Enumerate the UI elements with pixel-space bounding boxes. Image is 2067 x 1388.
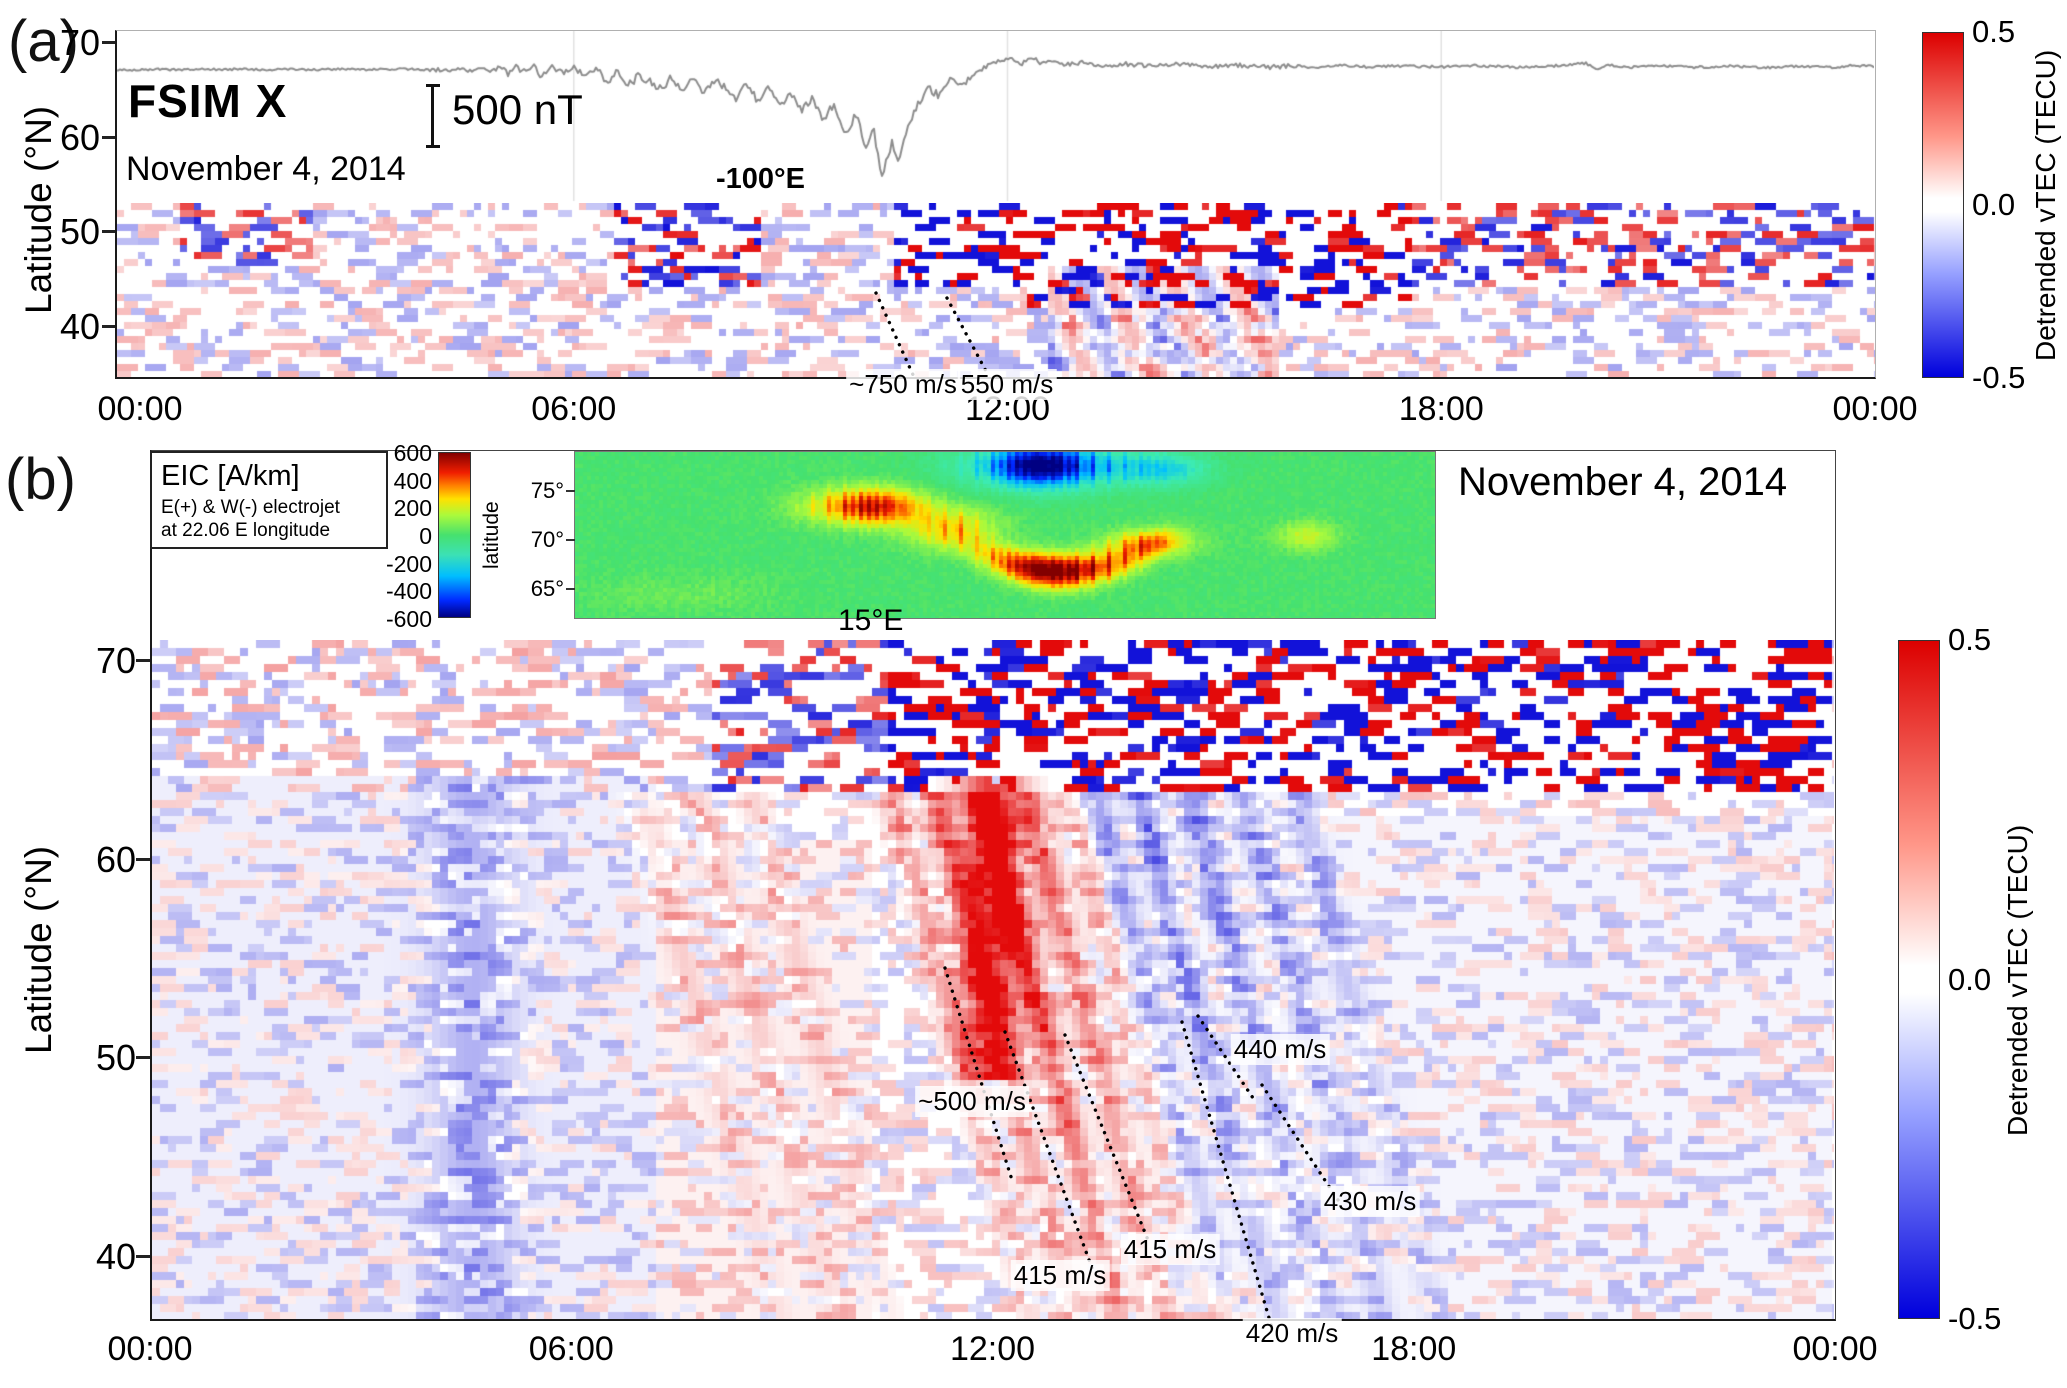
panel-b-colorbar: [1898, 640, 1940, 1319]
inset-longitude-label: 15°E: [838, 604, 904, 637]
scale-bar-label: 500 nT: [452, 86, 583, 133]
eic-subtitle-1: E(+) & W(-) electrojet: [161, 497, 340, 518]
eic-inset-ylabel: latitude: [480, 501, 503, 569]
panel-a-ytick-label: 50: [59, 211, 100, 252]
panel-b-tag: (b): [5, 447, 76, 512]
panel-a-tag: (a): [8, 9, 79, 74]
panel-b-xtick-label: 00:00: [1792, 1330, 1878, 1368]
panel-b-ytick-label: 70: [95, 640, 136, 681]
panel-a-ytick-label: 40: [59, 305, 100, 347]
eic-inset-ytick-mark: [566, 587, 575, 590]
panel-b-ytick-mark: [136, 659, 150, 662]
eic-colorbar-tick: 0: [419, 523, 432, 549]
panel-b-xtick-label: 00:00: [107, 1330, 193, 1368]
panel-a-plot-frame: [115, 30, 1876, 379]
panel-a-colorbar-tick: 0.0: [1972, 187, 2016, 222]
panel-b-colorbar-tick: 0.0: [1948, 961, 1992, 997]
panel-b-colorbar-tick: 0.5: [1948, 622, 1992, 657]
panel-b-plot-frame: [150, 450, 1836, 1321]
panel-a-ytick-mark: [102, 324, 115, 328]
tid-speed-label: ~750 m/s: [846, 369, 960, 400]
tid-speed-label: 415 m/s: [1120, 1234, 1220, 1265]
panel-b-xtick-label: 06:00: [528, 1330, 614, 1368]
eic-legend-box: EIC [A/km] E(+) & W(-) electrojet at 22.…: [150, 451, 388, 549]
panel-a-xtick-label: 06:00: [531, 390, 617, 428]
tid-speed-label: ~500 m/s: [915, 1086, 1029, 1117]
panel-b-ylabel: Latitude (°N): [18, 845, 59, 1055]
tid-speed-label: 440 m/s: [1230, 1034, 1330, 1065]
meridian-label: -100°E: [716, 163, 805, 195]
panel-b-xtick-label: 18:00: [1371, 1330, 1457, 1368]
eic-colorbar-tick: 600: [393, 440, 432, 466]
tid-speed-label: 550 m/s: [957, 369, 1057, 400]
panel-a-ytick-mark: [102, 230, 115, 233]
tid-speed-label: 430 m/s: [1320, 1186, 1420, 1217]
eic-heatmap: [575, 452, 1435, 618]
panel-b-xtick-label: 12:00: [949, 1330, 1036, 1368]
panel-b-date-label: November 4, 2014: [1458, 460, 1788, 504]
panel-b-ytick-label: 50: [95, 1037, 136, 1078]
eic-subtitle-2: at 22.06 E longitude: [161, 520, 331, 541]
tid-speed-label: 415 m/s: [1010, 1260, 1110, 1291]
panel-a-colorbar: [1922, 32, 1964, 378]
eic-inset-ytick-mark: [566, 538, 575, 541]
eic-colorbar: [438, 452, 471, 618]
eic-colorbar-tick: 400: [393, 467, 432, 494]
panel-a-xtick-label: 18:00: [1398, 390, 1484, 428]
tid-speed-label: 420 m/s: [1242, 1318, 1342, 1349]
scale-bar: [426, 84, 440, 148]
eic-colorbar-tick: -600: [385, 606, 432, 632]
panel-b-ytick-mark: [136, 1056, 150, 1059]
panel-a-colorbar-tick: 0.5: [1972, 14, 2016, 49]
eic-colorbar-tick: -400: [385, 578, 432, 605]
panel-b-ytick-mark: [136, 857, 150, 861]
eic-inset-frame: [574, 451, 1436, 619]
panel-b-ytick-label: 60: [95, 838, 136, 880]
panel-a-ytick-mark: [102, 41, 115, 44]
eic-colorbar-tick: -200: [385, 550, 432, 577]
panel-a-date-label: November 4, 2014: [126, 150, 406, 188]
panel-a-colorbar-tick: -0.5: [1972, 360, 2026, 395]
eic-inset-ytick-mark: [566, 490, 575, 493]
station-label: FSIM X: [128, 75, 288, 127]
panel-a-ytick-label: 70: [59, 22, 100, 63]
eic-inset-ytick-label: 75°: [530, 478, 564, 504]
panel-a-xtick-label: 00:00: [97, 390, 183, 428]
eic-colorbar-tick: 200: [393, 495, 432, 522]
panel-a-ytick-label: 60: [59, 116, 100, 158]
panel-a-xtick-label: 00:00: [1832, 390, 1918, 428]
panel-b-colorbar-tick: -0.5: [1948, 1301, 2002, 1336]
panel-a-magnetometer-trace: [116, 31, 1874, 377]
eic-inset-ytick-label: 70°: [530, 526, 564, 552]
panel-a-ytick-mark: [102, 135, 115, 139]
panel-b-ytick-mark: [136, 1254, 150, 1258]
panel-b-ytick-label: 40: [95, 1235, 136, 1277]
eic-inset-ytick-label: 65°: [530, 575, 564, 601]
eic-title: EIC [A/km]: [161, 460, 300, 492]
